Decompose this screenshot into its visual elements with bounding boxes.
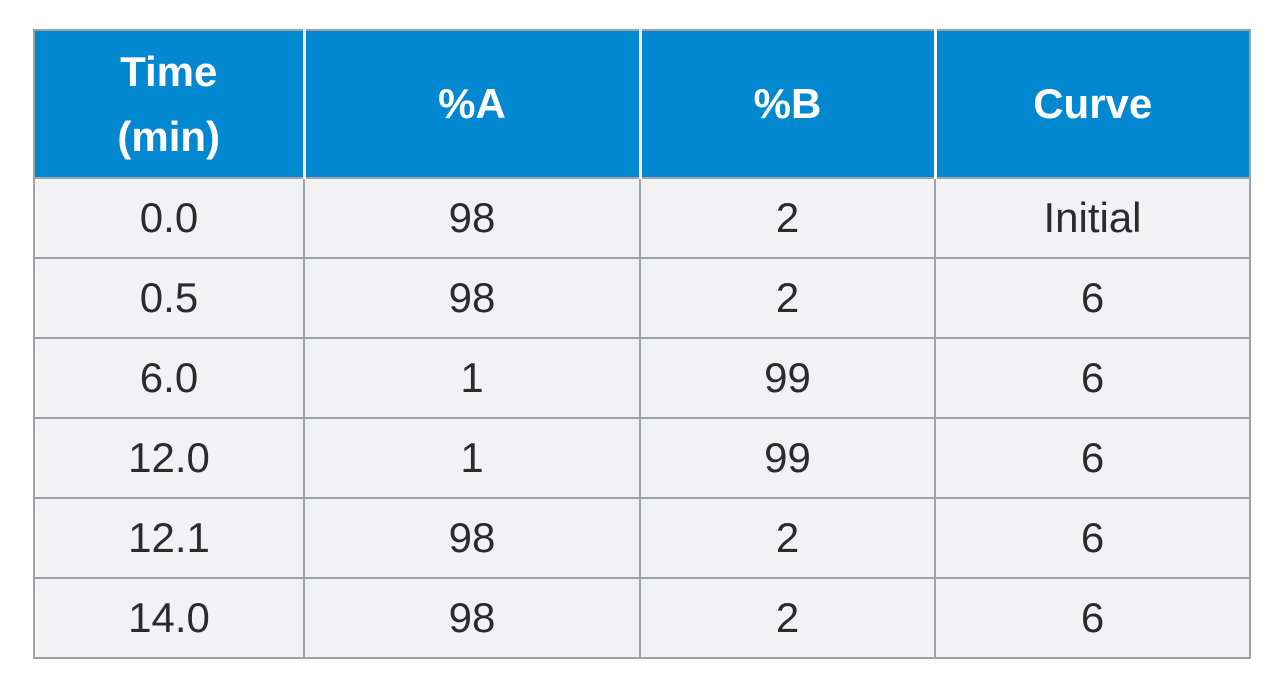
- cell-percent-b: 2: [639, 497, 936, 579]
- cell-curve: 6: [934, 337, 1251, 419]
- cell-percent-a: 98: [303, 177, 641, 259]
- cell-curve: 6: [934, 577, 1251, 659]
- header-percent-b: %B: [638, 29, 937, 179]
- cell-percent-a: 1: [303, 337, 641, 419]
- cell-percent-a: 98: [303, 577, 641, 659]
- cell-time: 6.0: [33, 337, 305, 419]
- table-row: 12.1 98 2 6: [33, 497, 1251, 579]
- table-row: 0.5 98 2 6: [33, 257, 1251, 339]
- cell-curve: 6: [934, 417, 1251, 499]
- cell-time: 14.0: [33, 577, 305, 659]
- cell-percent-b: 2: [639, 177, 936, 259]
- gradient-table-container: Time (min) %A %B Curve 0.0 98 2 Initial …: [33, 29, 1251, 659]
- cell-percent-b: 99: [639, 417, 936, 499]
- gradient-table: Time (min) %A %B Curve 0.0 98 2 Initial …: [33, 29, 1251, 659]
- table-row: 12.0 1 99 6: [33, 417, 1251, 499]
- header-curve: Curve: [933, 29, 1251, 179]
- table-header: Time (min) %A %B Curve: [33, 29, 1251, 179]
- cell-percent-b: 99: [639, 337, 936, 419]
- header-time: Time (min): [33, 29, 306, 179]
- cell-percent-b: 2: [639, 577, 936, 659]
- table-row: 0.0 98 2 Initial: [33, 177, 1251, 259]
- cell-curve: 6: [934, 257, 1251, 339]
- cell-time: 0.0: [33, 177, 305, 259]
- table-row: 14.0 98 2 6: [33, 577, 1251, 659]
- cell-percent-a: 98: [303, 257, 641, 339]
- cell-percent-a: 98: [303, 497, 641, 579]
- table-row: 6.0 1 99 6: [33, 337, 1251, 419]
- cell-percent-a: 1: [303, 417, 641, 499]
- header-row: Time (min) %A %B Curve: [33, 29, 1251, 179]
- table-body: 0.0 98 2 Initial 0.5 98 2 6 6.0 1 99 6 1…: [33, 177, 1251, 659]
- header-percent-a: %A: [302, 29, 642, 179]
- cell-curve: Initial: [934, 177, 1251, 259]
- cell-time: 12.0: [33, 417, 305, 499]
- cell-time: 12.1: [33, 497, 305, 579]
- cell-curve: 6: [934, 497, 1251, 579]
- cell-time: 0.5: [33, 257, 305, 339]
- cell-percent-b: 2: [639, 257, 936, 339]
